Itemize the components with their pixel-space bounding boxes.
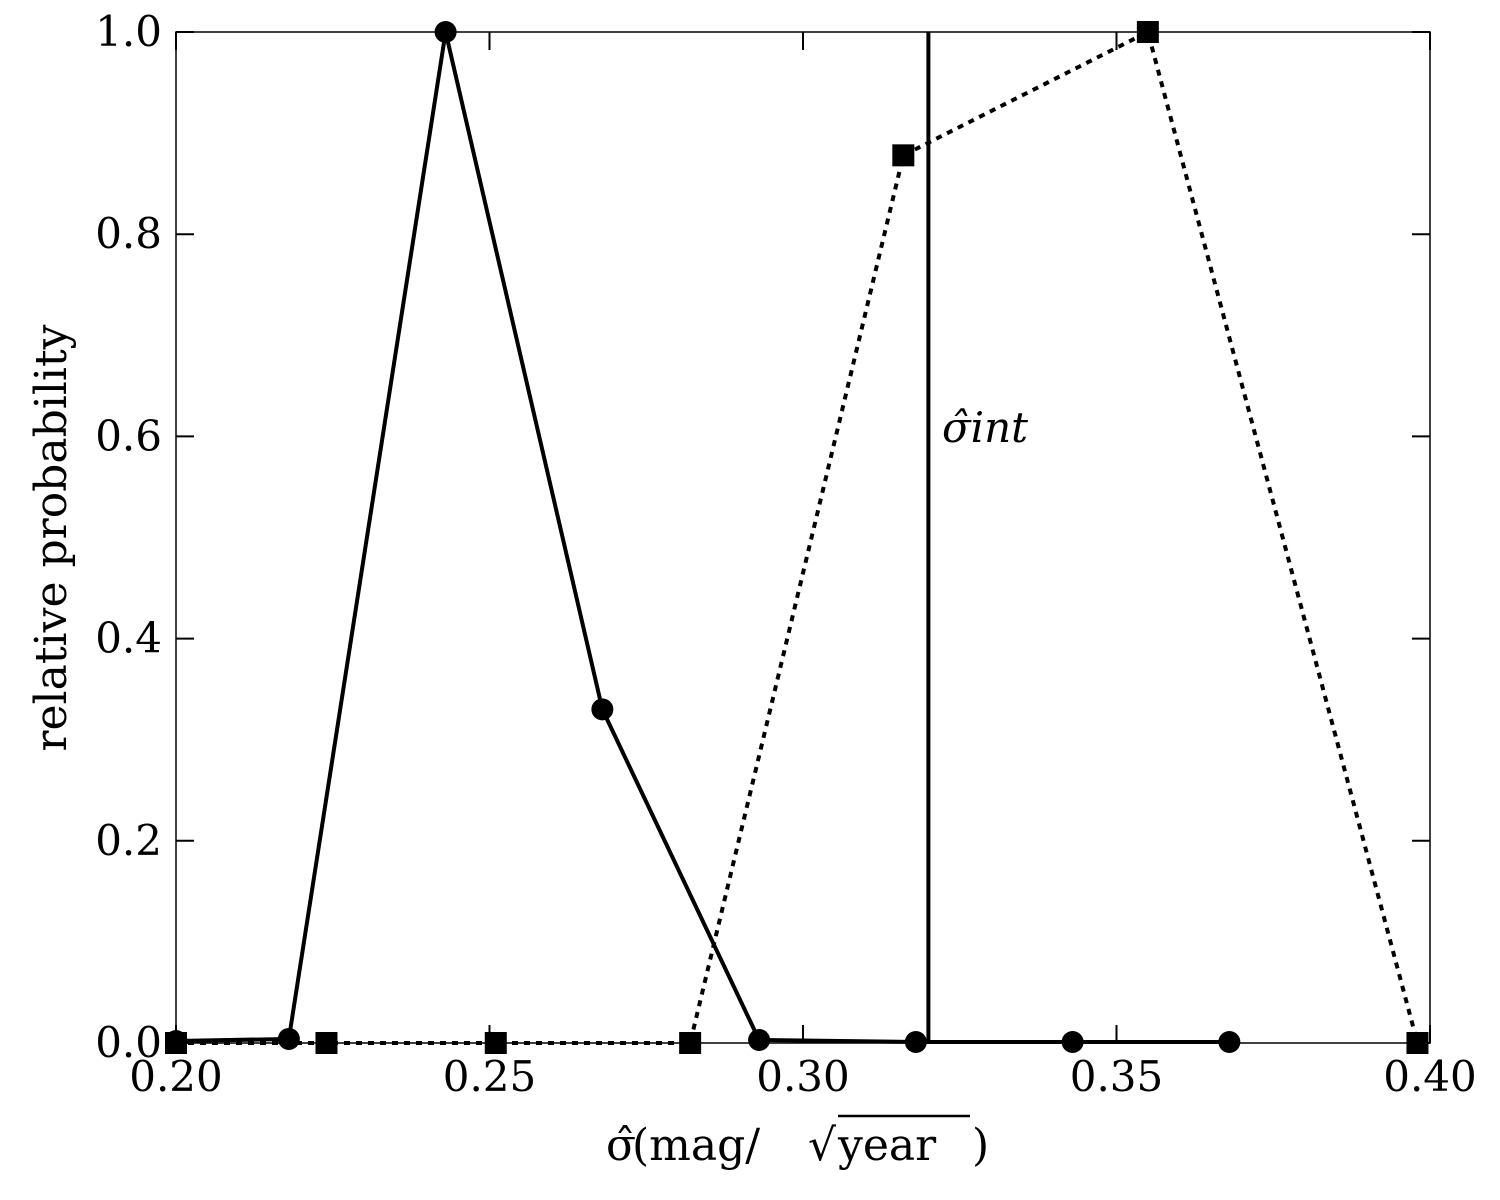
series-0-point <box>1218 1030 1241 1053</box>
x-axis-paren-open: (mag/ <box>632 1120 760 1171</box>
series-0-point <box>1061 1030 1084 1053</box>
vline-label: σ̂int <box>942 403 1028 452</box>
y-tick-label: 0.4 <box>95 614 162 663</box>
series-1-point <box>315 1032 338 1054</box>
x-tick-label: 0.25 <box>443 1052 537 1101</box>
y-axis-title: relative probability <box>26 324 77 751</box>
x-tick-label: 0.40 <box>1383 1052 1477 1101</box>
x-axis-title: σ̂ (mag/ √ year ) <box>606 1114 989 1171</box>
series-1-point <box>484 1032 507 1054</box>
series-1-point <box>1136 21 1159 43</box>
series-0-point <box>434 21 457 43</box>
plot-frame <box>175 31 1431 1044</box>
series-1-line <box>176 30 1420 1045</box>
x-axis-sigma: σ̂ <box>606 1120 636 1171</box>
x-axis-paren-close: ) <box>972 1120 989 1171</box>
series-0-point <box>904 1030 927 1053</box>
x-axis-sqrt-sign: √ <box>808 1120 837 1171</box>
y-tick-label: 0.0 <box>95 1018 162 1067</box>
series-1-point <box>892 144 915 167</box>
x-tick-label: 0.35 <box>1070 1052 1164 1101</box>
series-0-point <box>748 1028 771 1051</box>
x-tick-label: 0.30 <box>756 1052 850 1101</box>
series-0-point <box>591 698 614 721</box>
series-1-point <box>679 1032 702 1054</box>
y-tick-label: 0.8 <box>95 209 162 258</box>
x-tick-label: 0.20 <box>129 1052 223 1101</box>
plot-area <box>165 21 1431 1054</box>
y-tick-label: 0.2 <box>95 816 162 865</box>
y-tick-label: 0.6 <box>95 411 162 460</box>
x-axis-year: year <box>837 1120 937 1171</box>
series-0-point <box>277 1027 300 1050</box>
series-0-line <box>175 30 1230 1044</box>
y-tick-label: 1.0 <box>95 7 162 56</box>
axis-ticks: 0.20 0.25 0.30 0.35 0.40 0.0 0.2 0.4 0.6 0.8 1.0 <box>95 7 1477 1101</box>
